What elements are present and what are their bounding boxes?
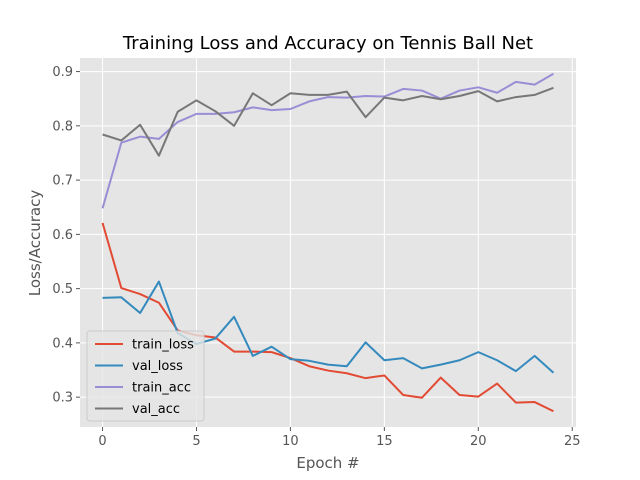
axis-ticks: 0 5 10 15 20 25 0.3 0.4 0.5 0.6 0.7 0.8 0.9 [52,65,580,449]
legend: train_loss val_loss train_acc val_acc [86,330,205,422]
y-tick-label: 0.9 [52,65,73,80]
series-line-val-acc [102,86,554,157]
x-tick-label: 15 [376,434,393,449]
y-tick-label: 0.7 [52,174,73,189]
x-tick-label: 0 [98,434,106,449]
x-axis-label: Epoch # [296,454,359,472]
legend-label: train_loss [132,338,194,353]
y-tick-label: 0.3 [52,391,73,406]
legend-box [86,330,205,422]
x-tick-label: 20 [470,434,487,449]
legend-label: val_acc [132,402,180,417]
x-tick-label: 5 [192,434,200,449]
chart-title: Training Loss and Accuracy on Tennis Bal… [122,33,533,54]
x-tick-label: 25 [564,434,581,449]
grid-lines [80,58,576,427]
x-tick-label: 10 [282,434,299,449]
y-tick-label: 0.8 [52,119,73,134]
legend-label: train_acc [132,381,191,396]
y-tick-label: 0.6 [52,228,73,243]
y-axis-label: Loss/Accuracy [26,190,44,297]
y-tick-label: 0.4 [52,336,73,351]
y-tick-label: 0.5 [52,282,73,297]
series-line-train-acc [101,72,554,209]
legend-label: val_loss [132,359,183,374]
